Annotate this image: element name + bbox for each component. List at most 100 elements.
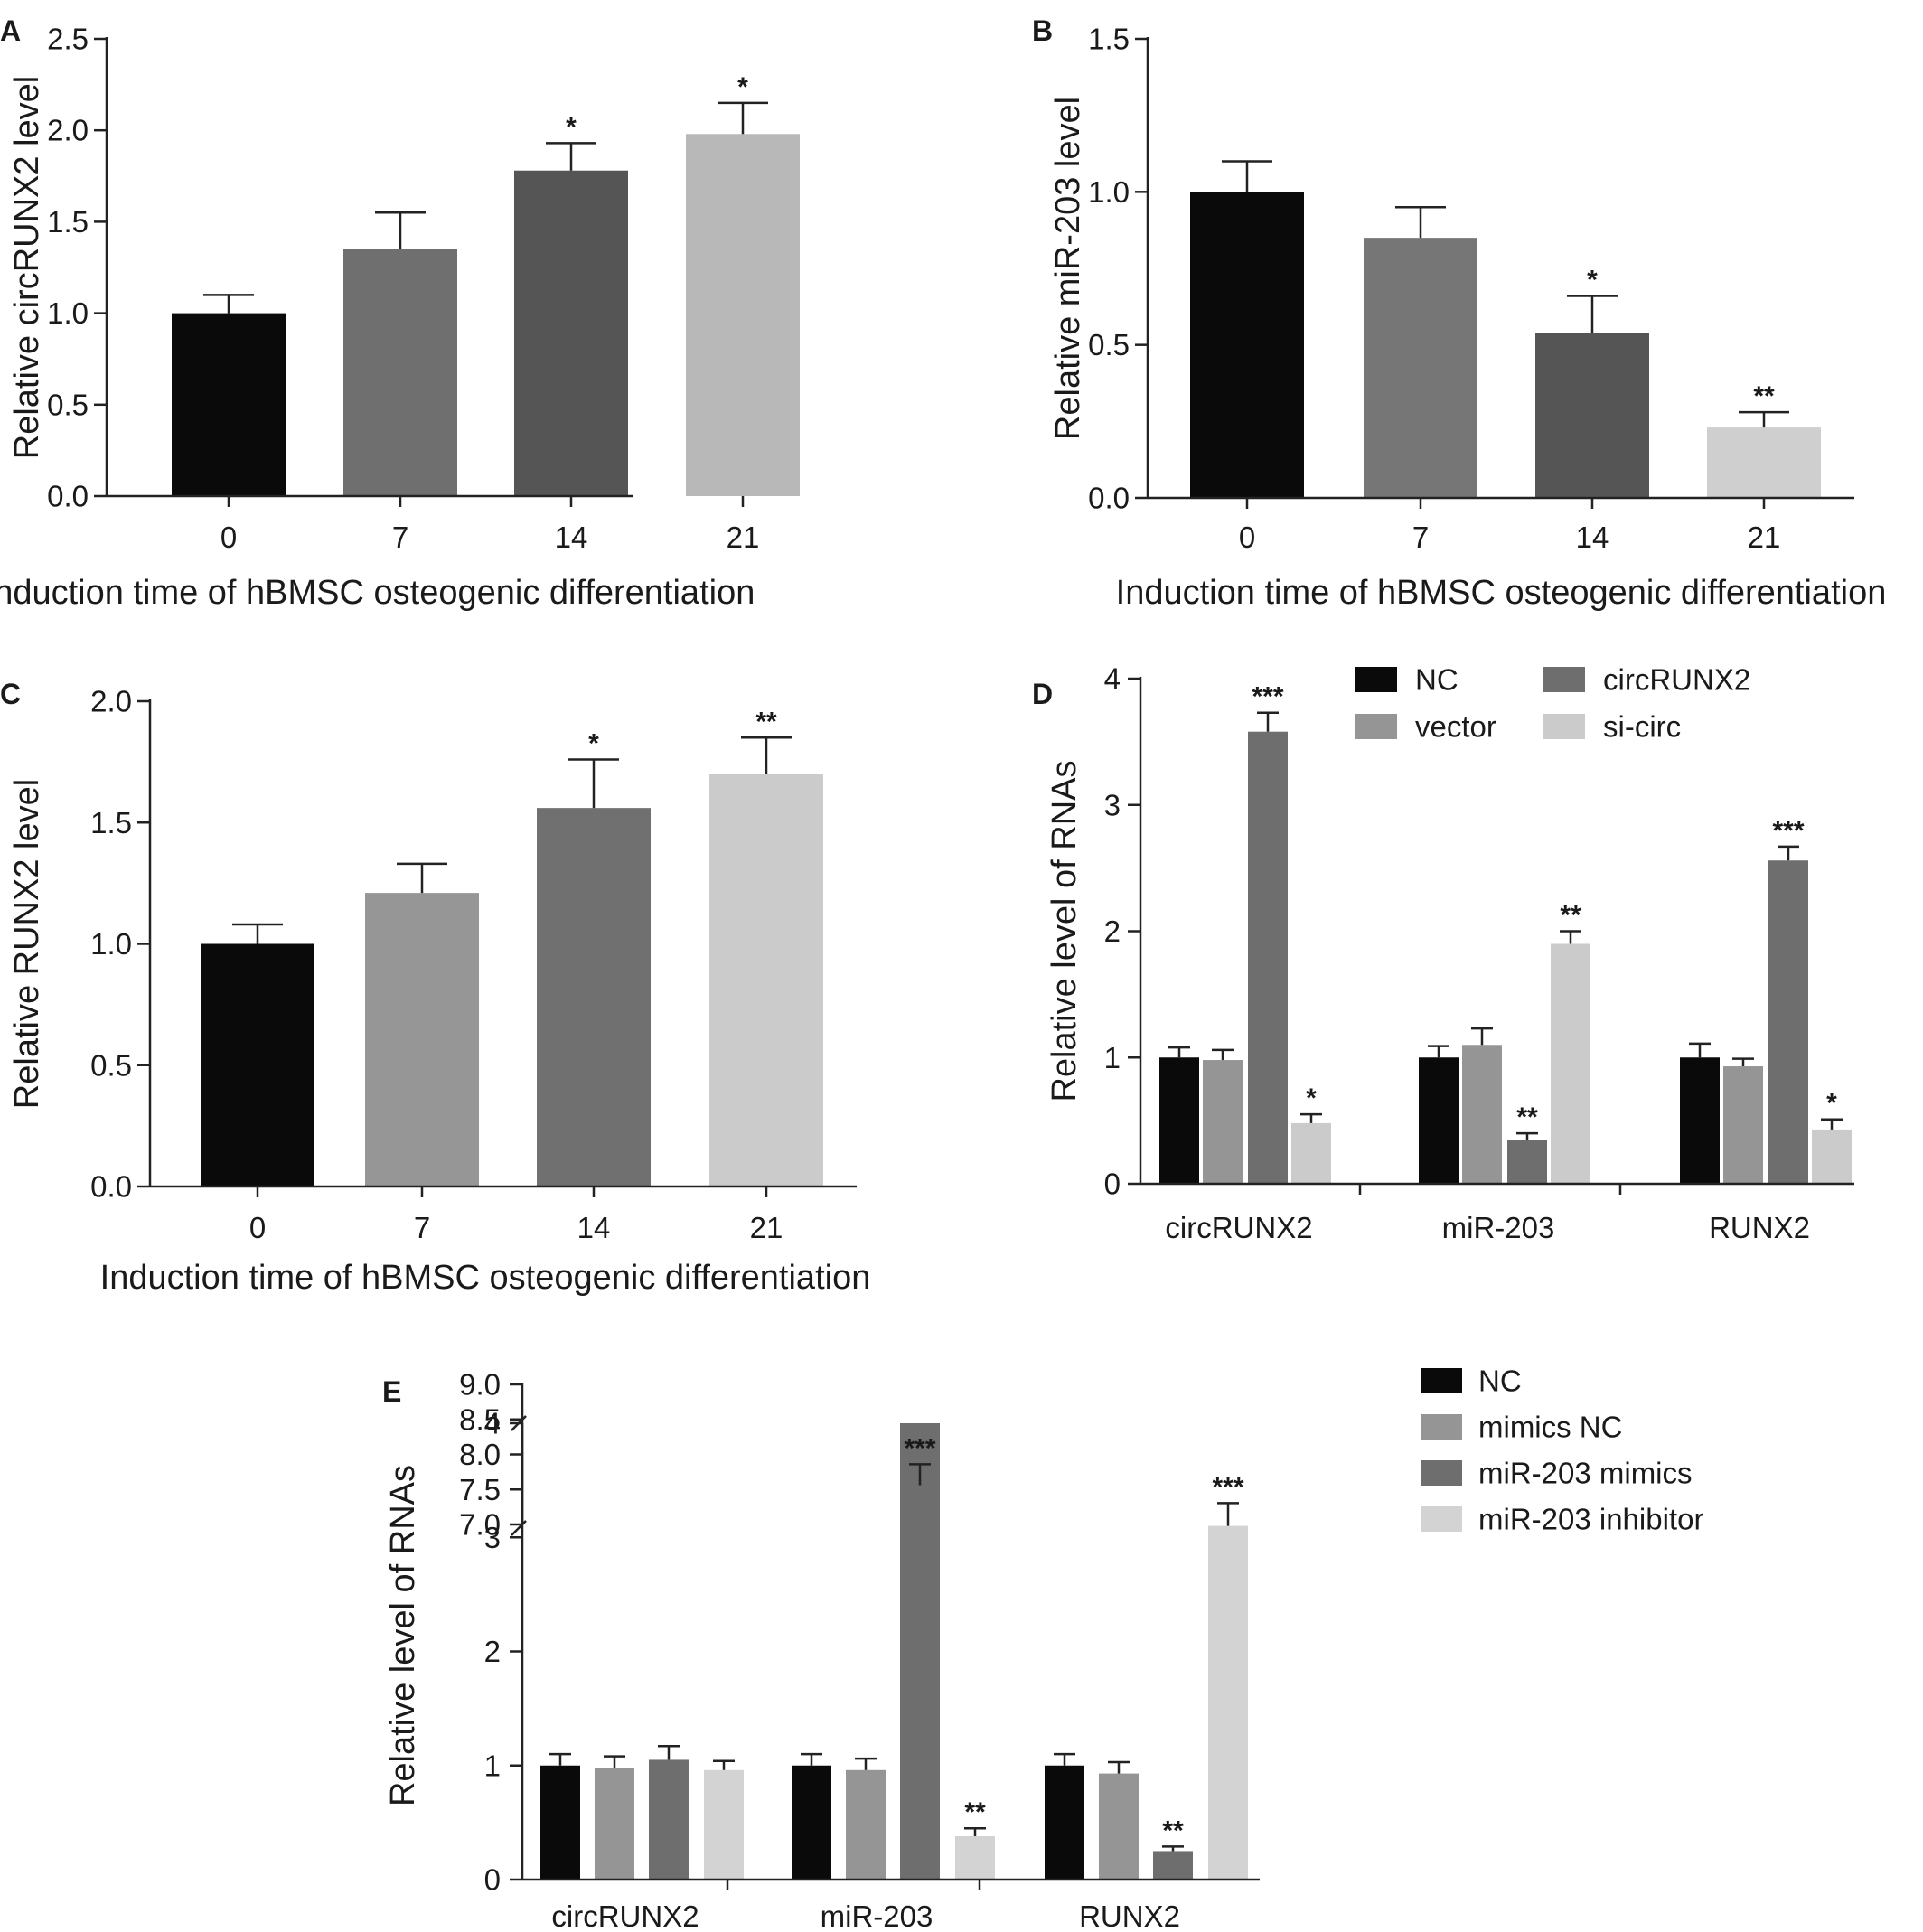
x-tick-label: miR-203: [1442, 1211, 1555, 1244]
bar: [1707, 427, 1821, 498]
panel-c: C 0 7 * 14 ** 21 0.0 0.5 1.0 1.5 2.0 Relative RUNX2 …: [0, 678, 870, 1297]
significance-label: **: [1560, 901, 1581, 931]
y-tick-label: 4: [484, 1407, 501, 1440]
y-tick-label: 1.0: [90, 927, 132, 961]
bar: [649, 1759, 689, 1880]
significance-label: ***: [1772, 816, 1804, 846]
x-tick-label: circRUNX2: [551, 1899, 699, 1932]
significance-label: *: [1826, 1089, 1837, 1119]
x-tick-label: 14: [577, 1211, 611, 1244]
y-axis-title: Relative level of RNAs: [1046, 760, 1083, 1102]
bar: [955, 1836, 995, 1880]
y-tick-label: 2.0: [47, 114, 89, 147]
y-axis-title: Relative level of RNAs: [384, 1465, 422, 1806]
bar: [1535, 333, 1649, 498]
bar: [709, 774, 823, 1186]
x-tick-label: miR-203: [821, 1899, 933, 1932]
legend-swatch: [1421, 1368, 1462, 1393]
y-tick-label: 9.0: [459, 1368, 501, 1402]
bar: [1680, 1057, 1720, 1184]
panel-label: C: [0, 678, 21, 710]
legend-label: miR-203 inhibitor: [1478, 1503, 1703, 1536]
x-tick-label: 7: [414, 1211, 430, 1244]
y-tick-label: 0: [484, 1863, 501, 1897]
y-tick-label: 0.5: [47, 388, 89, 421]
y-tick-label: 0: [1104, 1168, 1121, 1201]
legend-label: NC: [1415, 663, 1459, 697]
x-tick-label: 14: [555, 521, 588, 554]
x-tick-label: 21: [727, 521, 760, 554]
x-tick-label: RUNX2: [1079, 1899, 1180, 1932]
bar: [343, 249, 457, 496]
y-tick-label: 0.0: [1088, 482, 1130, 515]
legend-label: mimics NC: [1478, 1411, 1622, 1444]
y-tick-label: 0.0: [47, 480, 89, 513]
legend-swatch: [1355, 714, 1397, 739]
legend-label: circRUNX2: [1603, 663, 1750, 697]
y-tick-label: 2: [1104, 914, 1121, 948]
y-tick-label: 7.5: [459, 1473, 501, 1506]
panel-e: E**********012347.07.58.08.59.0circRUNX2…: [382, 1365, 1703, 1932]
y-tick-label: 2.5: [47, 23, 89, 56]
bar: [686, 134, 800, 497]
significance-label: *: [737, 72, 748, 102]
y-tick-label: 1: [1104, 1041, 1121, 1074]
legend-swatch: [1543, 714, 1585, 739]
y-axis-title: Relative RUNX2 level: [8, 779, 46, 1109]
y-tick-label: 0.5: [90, 1048, 132, 1082]
y-tick-label: 2: [484, 1635, 501, 1668]
significance-label: *: [566, 112, 577, 142]
y-axis-title: Relative miR-203 level: [1049, 97, 1087, 440]
y-tick-label: 1.5: [1088, 23, 1130, 56]
significance-label: *: [1306, 1083, 1317, 1113]
legend-swatch: [1421, 1460, 1462, 1486]
x-tick-label: 7: [392, 521, 408, 554]
y-tick-label: 1.5: [47, 205, 89, 239]
legend-swatch: [1543, 667, 1585, 692]
axis-break-mark: [511, 1520, 527, 1536]
bar: [792, 1765, 831, 1880]
x-axis-title: Induction time of hBMSC osteogenic diffe…: [0, 574, 755, 612]
bar: [1203, 1060, 1243, 1184]
panel-label: E: [382, 1375, 401, 1408]
legend-swatch: [1421, 1414, 1462, 1440]
bar: [1812, 1129, 1852, 1184]
bar: [1159, 1057, 1199, 1184]
y-tick-label: 7.0: [459, 1508, 501, 1542]
significance-label: ***: [1252, 682, 1283, 712]
x-tick-label: circRUNX2: [1165, 1211, 1312, 1244]
bar: [540, 1765, 580, 1880]
x-axis-title: Induction time of hBMSC osteogenic diffe…: [1116, 574, 1887, 612]
x-tick-label: RUNX2: [1709, 1211, 1810, 1244]
legend-swatch: [1355, 667, 1397, 692]
y-tick-label: 1.0: [47, 296, 89, 330]
significance-label: **: [1753, 381, 1775, 411]
legend-swatch: [1421, 1506, 1462, 1532]
bar: [365, 893, 479, 1186]
y-tick-label: 0.5: [1088, 328, 1130, 361]
bar: [1723, 1066, 1763, 1184]
bar: [1551, 943, 1590, 1184]
legend-label: si-circ: [1603, 710, 1681, 744]
bar: [1099, 1773, 1139, 1880]
y-tick-label: 0.0: [90, 1170, 132, 1204]
x-tick-label: 21: [1748, 521, 1781, 554]
x-tick-label: 21: [750, 1211, 783, 1244]
bar: [1364, 238, 1477, 498]
y-tick-label: 1.5: [90, 806, 132, 839]
x-tick-label: 0: [1239, 521, 1255, 554]
bar: [172, 313, 286, 496]
significance-label: **: [1516, 1102, 1538, 1132]
legend-label: vector: [1415, 710, 1496, 744]
bar: [595, 1768, 634, 1880]
bar: [1153, 1851, 1193, 1880]
y-tick-label: 2.0: [90, 685, 132, 718]
bar-upper-segment: [900, 1485, 940, 1524]
legend-label: NC: [1478, 1365, 1522, 1398]
bar: [514, 170, 628, 496]
bar: [1768, 860, 1808, 1184]
y-tick-label: 8.5: [459, 1402, 501, 1436]
bar: [1507, 1140, 1547, 1184]
bar: [1045, 1765, 1084, 1880]
